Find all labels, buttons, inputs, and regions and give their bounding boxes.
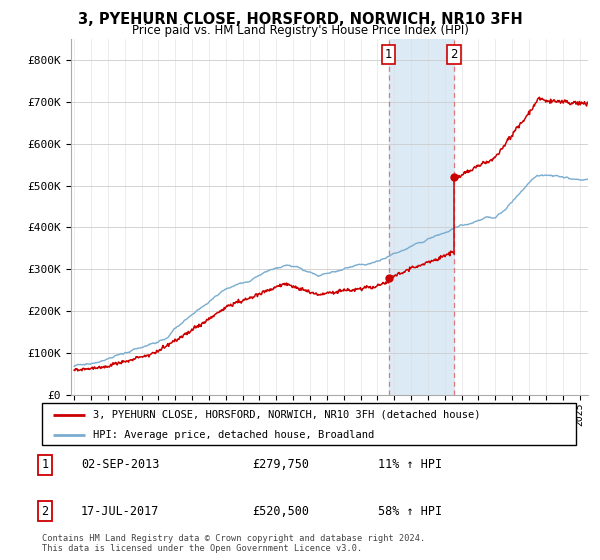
Text: £520,500: £520,500 — [252, 505, 309, 518]
Bar — [389, 39, 454, 395]
Text: 3, PYEHURN CLOSE, HORSFORD, NORWICH, NR10 3FH: 3, PYEHURN CLOSE, HORSFORD, NORWICH, NR1… — [77, 12, 523, 27]
Text: 1: 1 — [41, 458, 49, 472]
Text: £279,750: £279,750 — [252, 458, 309, 472]
Text: 58% ↑ HPI: 58% ↑ HPI — [378, 505, 442, 518]
Text: 3, PYEHURN CLOSE, HORSFORD, NORWICH, NR10 3FH (detached house): 3, PYEHURN CLOSE, HORSFORD, NORWICH, NR1… — [93, 410, 480, 420]
Text: 11% ↑ HPI: 11% ↑ HPI — [378, 458, 442, 472]
Text: 1: 1 — [385, 48, 392, 61]
Text: 2: 2 — [450, 48, 458, 61]
Text: 17-JUL-2017: 17-JUL-2017 — [81, 505, 160, 518]
Text: HPI: Average price, detached house, Broadland: HPI: Average price, detached house, Broa… — [93, 430, 374, 440]
Text: 2: 2 — [41, 505, 49, 518]
Text: Price paid vs. HM Land Registry's House Price Index (HPI): Price paid vs. HM Land Registry's House … — [131, 24, 469, 37]
Text: Contains HM Land Registry data © Crown copyright and database right 2024.
This d: Contains HM Land Registry data © Crown c… — [42, 534, 425, 553]
Text: 02-SEP-2013: 02-SEP-2013 — [81, 458, 160, 472]
